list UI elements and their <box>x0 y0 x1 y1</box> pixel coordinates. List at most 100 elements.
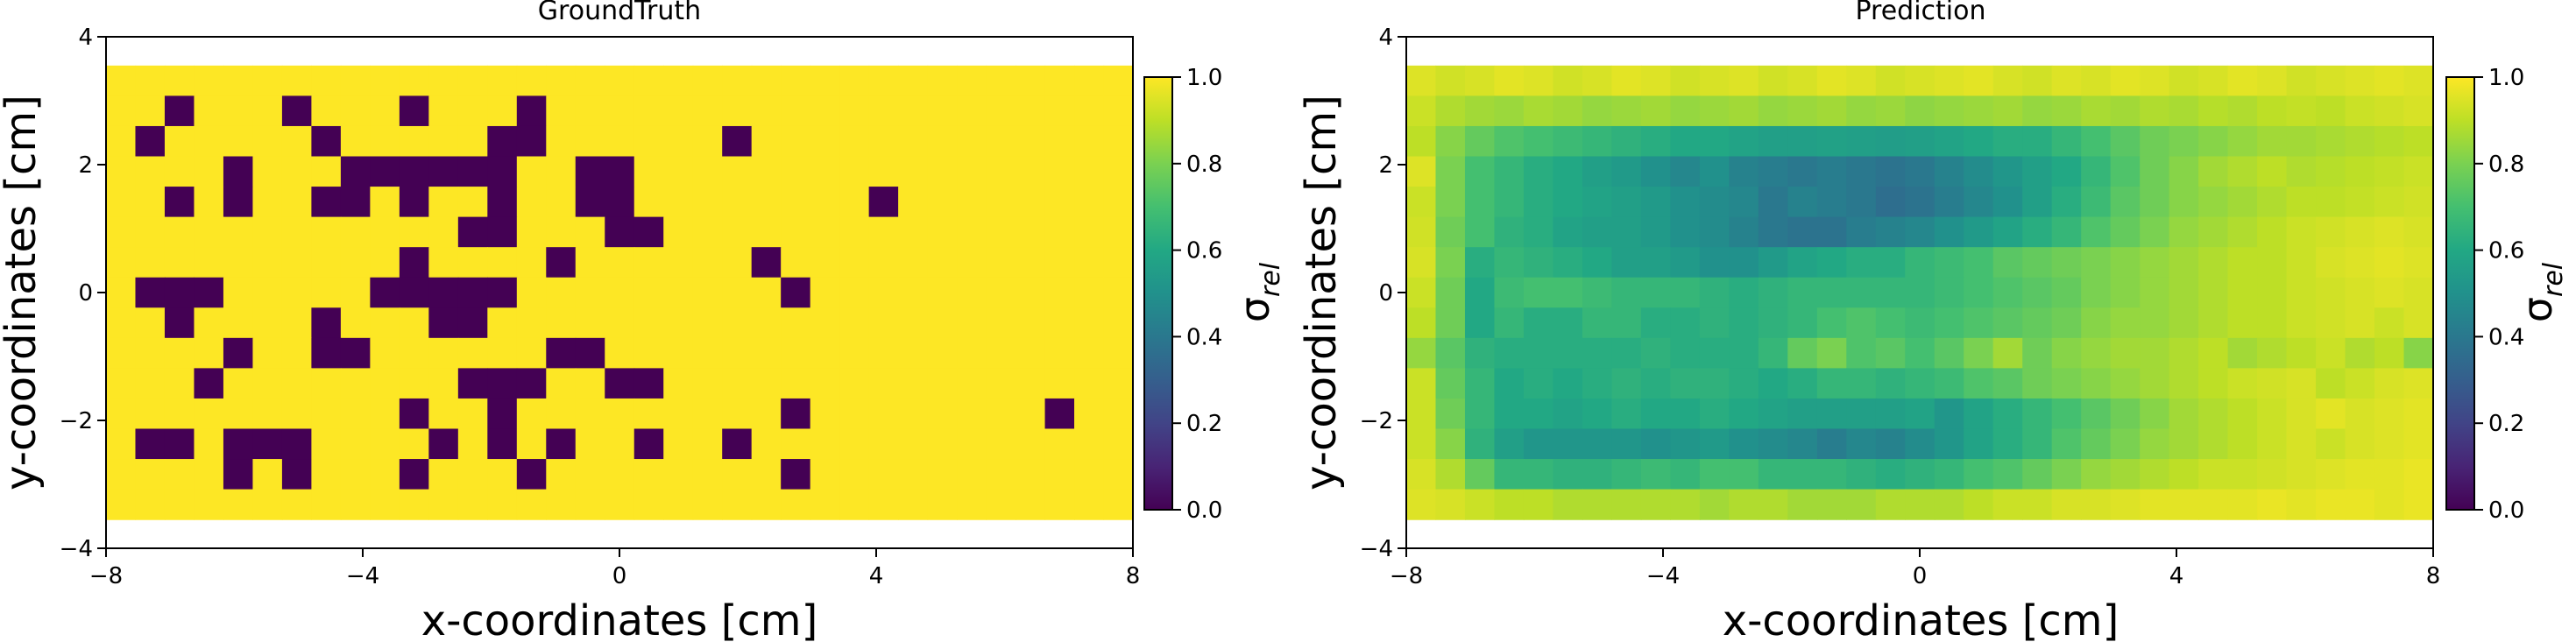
heatmap-cell <box>106 307 137 339</box>
heatmap-cell <box>1103 95 1134 127</box>
heatmap-cell <box>1611 489 1642 520</box>
heatmap-cell <box>2169 65 2199 96</box>
heatmap-cell <box>692 187 723 218</box>
heatmap-cell <box>311 428 342 460</box>
heatmap-cell <box>2374 95 2405 127</box>
heatmap-cell <box>1103 428 1134 460</box>
heatmap-cell <box>106 459 137 490</box>
heatmap-cell <box>1464 398 1496 430</box>
heatmap-cell <box>1494 216 1525 248</box>
heatmap-cell <box>810 156 840 187</box>
heatmap-cell <box>2316 156 2346 187</box>
heatmap-cell <box>605 337 635 369</box>
heatmap-cell <box>722 459 753 490</box>
heatmap-cell <box>252 398 283 430</box>
heatmap-cell <box>487 277 518 308</box>
heatmap-cell <box>194 156 224 187</box>
heatmap-cell <box>2022 428 2053 460</box>
y-tick-label: −2 <box>1360 408 1393 434</box>
heatmap-cell <box>1758 337 1788 369</box>
heatmap-cell <box>399 459 429 490</box>
heatmap-cell <box>1875 307 1906 339</box>
heatmap-cell <box>2316 65 2346 96</box>
heatmap-cell <box>2227 156 2258 187</box>
heatmap-cell <box>1816 307 1847 339</box>
colorbar: 0.0 0.2 0.4 0.6 0.8 1.0 σrel <box>2445 65 2569 524</box>
heatmap-cell <box>2257 125 2288 158</box>
heatmap-cell <box>2022 65 2053 96</box>
heatmap-cell <box>164 187 195 218</box>
heatmap-cell <box>2169 337 2199 369</box>
heatmap-cell <box>399 368 429 399</box>
heatmap-cell <box>1464 337 1496 369</box>
heatmap-cell <box>1523 247 1554 279</box>
heatmap-cell <box>2374 489 2405 520</box>
heatmap-cell <box>1964 337 1994 369</box>
heatmap-cell <box>663 368 694 399</box>
heatmap-cell <box>1787 398 1818 430</box>
heatmap-cell <box>370 459 400 490</box>
heatmap-cell <box>957 307 987 339</box>
heatmap-cell <box>2081 307 2112 339</box>
heatmap-cell <box>927 368 958 399</box>
heatmap-cell <box>2198 156 2229 187</box>
heatmap-cell <box>546 368 577 399</box>
heatmap-cell <box>868 428 899 460</box>
heatmap-cell <box>2286 337 2317 369</box>
heatmap-cell <box>370 216 400 248</box>
heatmap-cell <box>2198 277 2229 308</box>
heatmap-cell <box>2286 398 2317 430</box>
heatmap-cell <box>252 459 283 490</box>
heatmap-cell <box>1435 398 1466 430</box>
heatmap-cell <box>194 459 224 490</box>
heatmap-cell <box>2169 95 2199 127</box>
heatmap-cell <box>106 277 137 308</box>
heatmap-cell <box>605 368 635 399</box>
heatmap-cell <box>2316 368 2346 399</box>
y-axis-ticks: −4 −2 0 2 4 <box>1360 25 1406 562</box>
heatmap-cell <box>605 216 635 248</box>
heatmap-cell <box>1875 428 1906 460</box>
heatmap-cell <box>751 187 782 218</box>
heatmap-cell <box>1992 459 2023 490</box>
heatmap-cell <box>1758 277 1788 308</box>
heatmap-cell <box>1016 428 1046 460</box>
heatmap-cell <box>839 307 870 339</box>
heatmap-cell <box>164 368 195 399</box>
heatmap-cell <box>2140 216 2170 248</box>
heatmap-cell <box>1934 337 1964 369</box>
heatmap-cell <box>2198 95 2229 127</box>
heatmap-cell <box>1016 368 1046 399</box>
heatmap-cell <box>633 216 664 248</box>
heatmap-cell <box>957 65 987 96</box>
heatmap-cell <box>1044 187 1075 218</box>
heatmap-cell <box>164 95 195 127</box>
heatmap-cell <box>957 216 987 248</box>
heatmap-cell <box>311 489 342 520</box>
heatmap-cell <box>1611 337 1642 369</box>
heatmap-cell <box>1905 459 1936 490</box>
heatmap-cell <box>370 428 400 460</box>
heatmap-cell <box>1846 398 1877 430</box>
heatmap-cell <box>1787 368 1818 399</box>
heatmap-cell <box>605 428 635 460</box>
heatmap-cell <box>2169 247 2199 279</box>
heatmap-cell <box>516 187 547 218</box>
heatmap-cell <box>2051 187 2082 218</box>
heatmap-cell <box>2169 368 2199 399</box>
heatmap-cell <box>868 277 899 308</box>
heatmap-cell <box>2316 459 2346 490</box>
heatmap-cell <box>781 216 811 248</box>
heatmap-cell <box>1846 459 1877 490</box>
heatmap-cell <box>781 337 811 369</box>
heatmap-cell <box>2110 459 2141 490</box>
heatmap-cell <box>281 247 312 279</box>
heatmap-cell <box>2345 398 2375 430</box>
heatmap-cell <box>2374 65 2405 96</box>
heatmap-cell <box>546 337 577 369</box>
heatmap-cell <box>106 428 137 460</box>
heatmap-cell <box>1846 337 1877 369</box>
heatmap-cell <box>223 398 254 430</box>
heatmap-cell <box>1523 187 1554 218</box>
